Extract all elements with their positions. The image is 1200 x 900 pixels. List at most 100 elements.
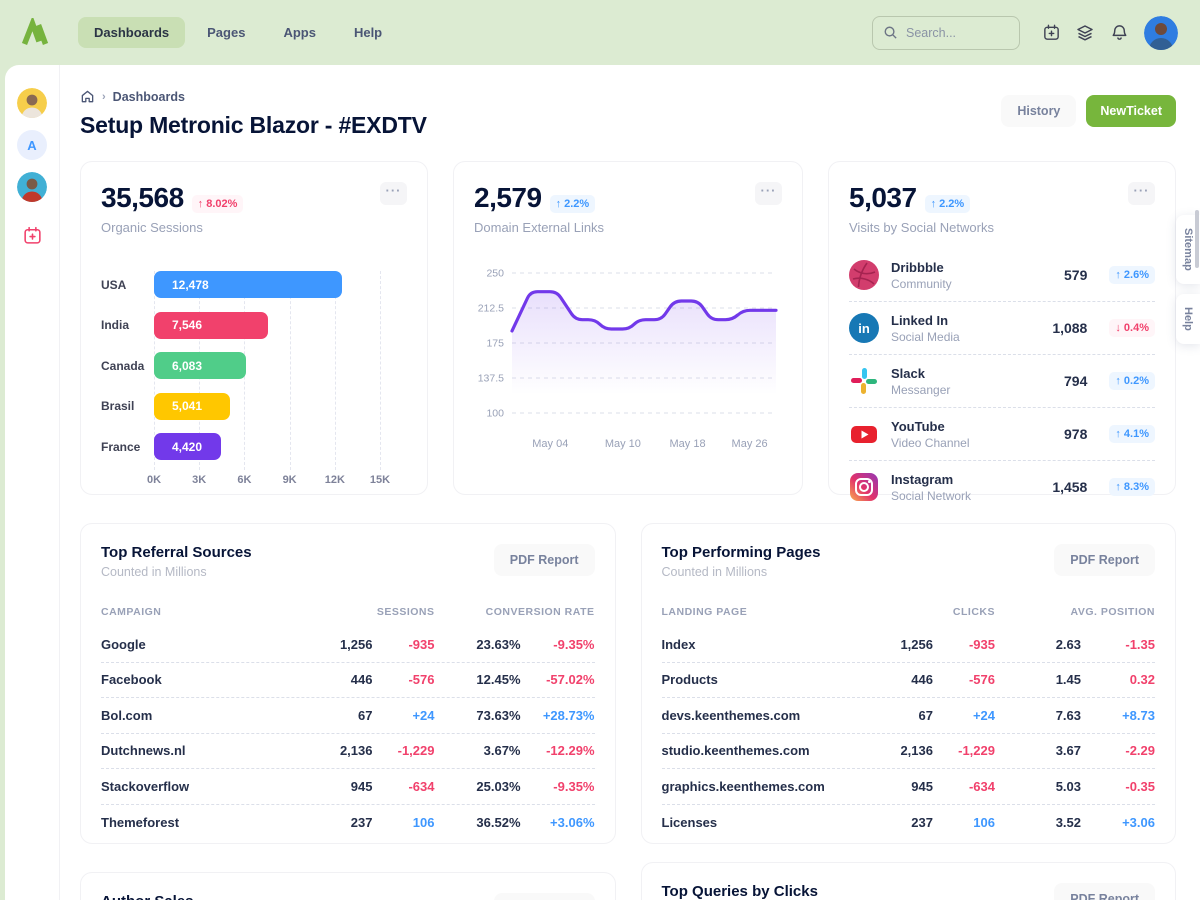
left-rail: A [5, 65, 60, 900]
nav-item-pages[interactable]: Pages [207, 25, 246, 40]
pdf-report-button[interactable]: PDF Report [1054, 544, 1155, 576]
search-input[interactable] [906, 25, 1009, 40]
row-delta: 106 [412, 814, 435, 830]
social-row-instagram[interactable]: Instagram Social Network 1,458 ↑ 8.3% [849, 461, 1155, 513]
domain-links-card: 2,579 ↑ 2.2% Domain External Links ··· 2… [453, 161, 803, 495]
table-row[interactable]: devs.keenthemes.com 67 +24 7.63 +8.73 [661, 698, 1155, 734]
pdf-report-button[interactable]: PDF Report [1054, 883, 1155, 900]
row-value: 1,256 [900, 636, 933, 652]
scrollbar-thumb[interactable] [1195, 210, 1199, 268]
column-header: LANDING PAGE [661, 606, 748, 618]
row-value: 67 [918, 707, 933, 723]
social-row-dribbble[interactable]: Dribbble Community 579 ↑ 2.6% [849, 249, 1155, 302]
bar-india[interactable]: 7,546 [154, 311, 268, 339]
row-delta: +28.73% [542, 707, 595, 723]
row-value: 3.67% [483, 743, 521, 759]
social-networks-list: Dribbble Community 579 ↑ 2.6% in Linked I… [849, 249, 1155, 513]
row-delta: -935 [408, 636, 435, 652]
row-name: Dutchnews.nl [101, 743, 186, 759]
top-navbar: Dashboards Pages Apps Help [0, 0, 1200, 65]
row-name: graphics.keenthemes.com [661, 778, 825, 794]
row-value: 23.63% [476, 636, 521, 652]
bell-icon[interactable] [1102, 16, 1136, 50]
bar-canada[interactable]: 6,083 [154, 352, 246, 379]
organic-sessions-label: Organic Sessions [101, 220, 203, 235]
more-options-button[interactable]: ··· [755, 182, 782, 205]
referral-table-card: Top Referral Sources Counted in Millions… [80, 523, 616, 844]
organic-sessions-value: 35,568 [101, 182, 184, 213]
svg-text:175: 175 [486, 338, 504, 350]
bar-brasil[interactable]: 5,041 [154, 392, 230, 420]
social-delta-badge: ↑ 4.1% [1109, 425, 1155, 443]
more-options-button[interactable]: ··· [380, 182, 407, 205]
row-delta: +3.06% [550, 814, 595, 830]
social-name: YouTube [891, 418, 945, 434]
top-queries-card: Top Queries by Clicks PDF Report [640, 862, 1176, 900]
more-options-button[interactable]: ··· [1128, 182, 1155, 205]
table-row[interactable]: Stackoverflow 945 -634 25.03% -9.35% [101, 769, 595, 805]
breadcrumb: › Dashboards [80, 89, 427, 104]
row-value: 237 [350, 814, 373, 830]
social-row-slack[interactable]: Slack Messanger 794 ↑ 0.2% [849, 355, 1155, 408]
organic-sessions-bar-chart: USA 12,478 India 7,546 Canada 6,083 Brasil … [101, 271, 407, 492]
social-delta-badge: ↓ 0.4% [1109, 319, 1155, 337]
social-name: Linked In [891, 312, 949, 328]
table-row[interactable]: Google 1,256 -935 23.63% -9.35% [101, 627, 595, 663]
nav-item-help[interactable]: Help [353, 25, 383, 40]
row-value: 446 [350, 672, 373, 688]
user-avatar[interactable] [1144, 15, 1178, 50]
bar-row-india: India 7,546 [101, 311, 407, 339]
table-row[interactable]: Licenses 237 106 3.52 +3.06 [662, 805, 1156, 841]
table-row[interactable]: Facebook 446 -576 12.45% -57.02% [101, 663, 595, 698]
avatar-woman[interactable] [17, 88, 47, 118]
row-delta: -9.35% [553, 778, 595, 794]
search-box[interactable] [872, 15, 1020, 50]
help-tab[interactable]: Help [1176, 294, 1200, 344]
row-value: 5.03 [1055, 778, 1081, 794]
layers-icon[interactable] [1068, 16, 1102, 50]
social-row-linked-in[interactable]: in Linked In Social Media 1,088 ↓ 0.4% [849, 302, 1155, 355]
row-value: 12.45% [476, 672, 521, 688]
nav-item-dashboards[interactable]: Dashboards [78, 17, 186, 48]
table-subtitle: Counted in Millions [101, 565, 207, 579]
social-name: Slack [891, 365, 925, 381]
social-row-youtube[interactable]: YouTube Video Channel 978 ↑ 4.1% [849, 408, 1155, 461]
avatar-man[interactable] [17, 172, 47, 202]
pdf-report-button[interactable]: PDF Report [493, 893, 595, 900]
nav-item-apps[interactable]: Apps [283, 25, 316, 40]
pdf-report-button[interactable]: PDF Report [493, 544, 595, 576]
breadcrumb-item[interactable]: Dashboards [112, 89, 185, 104]
history-button[interactable]: History [1001, 95, 1077, 127]
table-title: Top Performing Pages [661, 544, 821, 561]
row-value: 1,256 [339, 636, 373, 652]
row-delta: -1,229 [958, 743, 995, 759]
row-value: 7.63 [1055, 707, 1081, 723]
bar-france[interactable]: 4,420 [154, 433, 221, 460]
new-ticket-button[interactable]: NewTicket [1086, 95, 1176, 127]
table-row[interactable]: Dutchnews.nl 2,136 -1,229 3.67% -12.29% [101, 734, 595, 769]
row-value: 945 [350, 778, 373, 794]
row-value: 945 [911, 778, 933, 794]
table-row[interactable]: Index 1,256 -935 2.63 -1.35 [661, 627, 1155, 663]
column-header: CONVERSION RATE [485, 606, 595, 618]
svg-text:137.5: 137.5 [478, 373, 504, 385]
table-row[interactable]: graphics.keenthemes.com 945 -634 5.03 -0… [661, 769, 1155, 805]
row-name: studio.keenthemes.com [661, 743, 810, 759]
column-header: CAMPAIGN [101, 606, 162, 618]
table-row[interactable]: Bol.com 67 +24 73.63% +28.73% [101, 698, 595, 734]
table-subtitle: Counted in Millions [661, 565, 768, 579]
row-name: Products [661, 672, 718, 688]
social-visits-value: 5,037 [849, 182, 917, 213]
calendar-plus-icon[interactable] [1034, 16, 1068, 50]
metronic-logo-icon[interactable] [20, 17, 50, 48]
table-row[interactable]: Themeforest 237 106 36.52% +3.06% [101, 805, 595, 841]
table-row[interactable]: studio.keenthemes.com 2,136 -1,229 3.67 … [661, 734, 1155, 769]
rail-avatar-initial[interactable]: A [17, 130, 47, 160]
column-header: AVG. POSITION [1070, 606, 1155, 618]
bar-usa[interactable]: 12,478 [154, 271, 343, 298]
table-row[interactable]: Products 446 -576 1.45 0.32 [661, 663, 1155, 698]
calendar-plus-icon[interactable] [17, 220, 47, 250]
referral-table: CAMPAIGN SESSIONS CONVERSION RATE Google… [101, 597, 595, 840]
row-value: 36.52% [476, 814, 521, 830]
home-icon[interactable] [80, 89, 95, 104]
